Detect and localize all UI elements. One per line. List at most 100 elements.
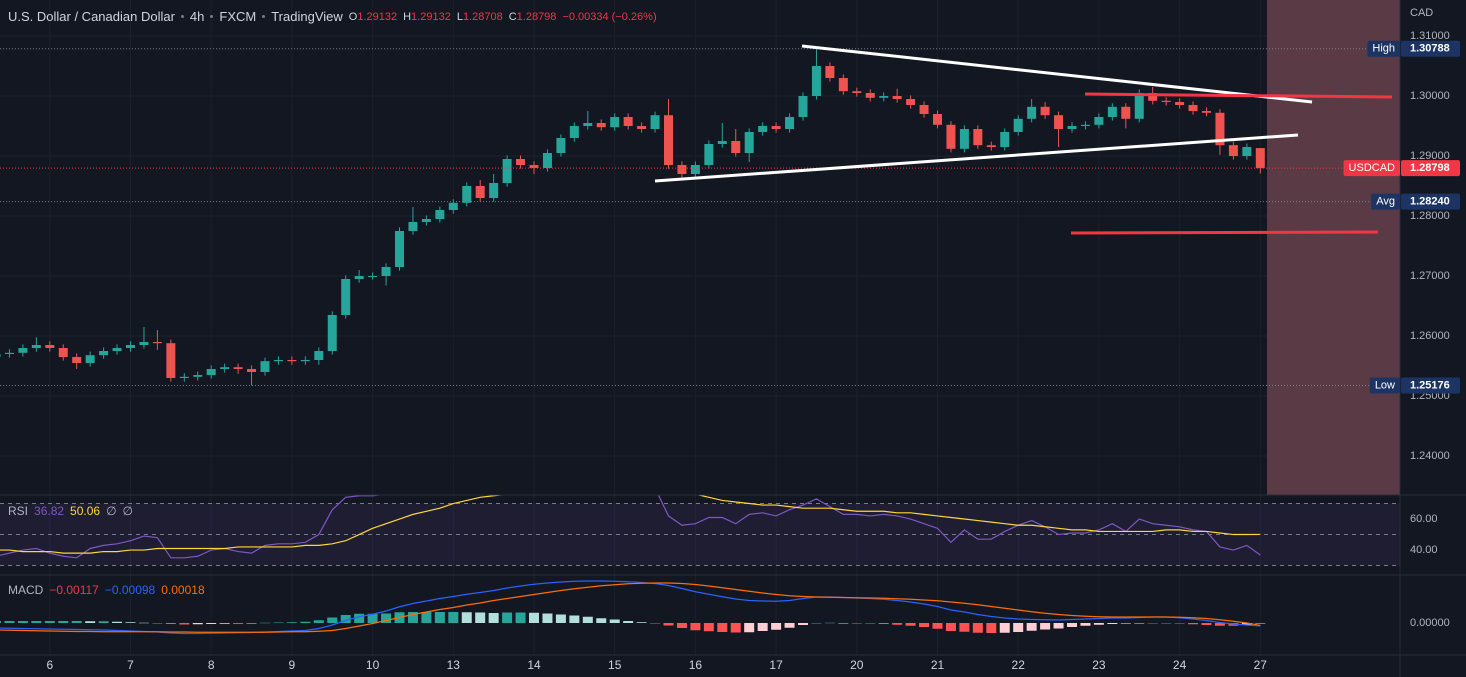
candle-body bbox=[193, 375, 203, 377]
macd-histogram-bar bbox=[300, 621, 311, 623]
ohlc-value: 1.29132 bbox=[357, 10, 398, 23]
price-tag bbox=[1401, 160, 1460, 177]
macd-histogram-bar bbox=[623, 621, 634, 623]
macd-tick-label: 0.00000 bbox=[1410, 617, 1450, 629]
candle-body bbox=[381, 267, 391, 276]
macd-histogram-bar bbox=[44, 621, 55, 623]
candle-body bbox=[421, 219, 431, 222]
price-tag-value: 1.30788 bbox=[1410, 43, 1450, 55]
macd-histogram-bar bbox=[555, 614, 566, 623]
candle-body bbox=[906, 99, 916, 105]
candle-body bbox=[623, 117, 633, 126]
macd-histogram-bar bbox=[703, 623, 714, 632]
price-tag-name: USDCAD bbox=[1349, 162, 1396, 174]
macd-histogram-bar bbox=[152, 623, 163, 624]
macd-histogram-bar bbox=[125, 622, 136, 623]
candle-body bbox=[1188, 105, 1198, 111]
x-tick-label: 14 bbox=[527, 658, 541, 672]
candle-body bbox=[475, 186, 485, 198]
candle-body bbox=[677, 165, 687, 174]
macd-histogram-bar bbox=[1214, 623, 1225, 626]
price-tag-name-box bbox=[1367, 40, 1400, 57]
candle-body bbox=[556, 138, 566, 153]
candle-body bbox=[1255, 148, 1265, 169]
macd-histogram-bar bbox=[273, 622, 284, 623]
macd-histogram-bar bbox=[986, 623, 997, 633]
separator bbox=[262, 15, 266, 18]
candle-body bbox=[879, 96, 889, 98]
candle-body bbox=[45, 345, 55, 348]
interval: 4h bbox=[189, 9, 205, 24]
macd-histogram-bar bbox=[448, 612, 459, 623]
candle-body bbox=[18, 348, 28, 353]
candle-body bbox=[516, 159, 526, 165]
candle-body bbox=[58, 348, 68, 357]
candle-body bbox=[758, 126, 768, 132]
ohlc-value: 1.28798 bbox=[516, 10, 557, 23]
price-tag bbox=[1401, 40, 1460, 57]
candle-body bbox=[327, 315, 337, 351]
candle-body bbox=[569, 126, 579, 138]
candle-body bbox=[1013, 118, 1023, 132]
macd-histogram-bar bbox=[878, 623, 889, 624]
macd-histogram-bar bbox=[354, 613, 365, 623]
pane-legend: 36.82 bbox=[34, 504, 64, 518]
candle-body bbox=[1215, 112, 1225, 146]
candle-body bbox=[986, 145, 996, 147]
indicator-line bbox=[0, 495, 1261, 554]
candle-body bbox=[0, 354, 1, 357]
pane-legend: −0.00117 bbox=[49, 583, 99, 597]
candle-body bbox=[892, 96, 902, 99]
candle-body bbox=[865, 93, 875, 98]
candle-body bbox=[946, 124, 956, 149]
macd-histogram-bar bbox=[1107, 623, 1118, 624]
macd-histogram-bar bbox=[286, 622, 297, 623]
ohlc-key: H bbox=[403, 10, 412, 23]
candle-body bbox=[731, 141, 741, 153]
candle-body bbox=[785, 117, 795, 129]
macd-histogram-bar bbox=[730, 623, 741, 633]
shaded-zone bbox=[1267, 0, 1400, 495]
macd-histogram-bar bbox=[233, 623, 244, 624]
candle-body bbox=[838, 78, 848, 92]
candle-body bbox=[287, 360, 297, 362]
candle-body bbox=[1148, 93, 1158, 101]
macd-histogram-bar bbox=[569, 615, 580, 623]
x-tick-label: 8 bbox=[208, 658, 215, 672]
x-tick-label: 15 bbox=[608, 658, 622, 672]
x-tick-label: 16 bbox=[689, 658, 703, 672]
candle-body bbox=[1000, 132, 1010, 147]
macd-histogram-bar bbox=[31, 621, 42, 623]
macd-histogram-bar bbox=[502, 612, 513, 623]
macd-histogram-bar bbox=[407, 612, 418, 623]
macd-histogram-bar bbox=[58, 621, 69, 623]
price-tag-value: 1.25176 bbox=[1410, 379, 1450, 391]
candle-body bbox=[31, 345, 41, 348]
macd-histogram-bar bbox=[1174, 623, 1185, 624]
ohlc-key: L bbox=[456, 10, 463, 23]
macd-histogram-bar bbox=[609, 619, 620, 623]
macd-histogram-bar bbox=[367, 613, 378, 623]
macd-histogram-bar bbox=[488, 613, 499, 623]
x-tick-label: 21 bbox=[931, 658, 945, 672]
marks bbox=[0, 48, 1400, 635]
candle-body bbox=[637, 126, 647, 129]
candle-body bbox=[1161, 100, 1171, 102]
candle-body bbox=[448, 202, 458, 210]
candle-body bbox=[959, 129, 969, 149]
candle-body bbox=[973, 129, 983, 146]
candle-body bbox=[395, 231, 404, 267]
price-tag bbox=[1401, 377, 1460, 394]
price-tag-name: Avg bbox=[1376, 196, 1395, 208]
macd-histogram-bar bbox=[744, 623, 755, 633]
trend-line bbox=[654, 133, 1299, 183]
separator bbox=[180, 15, 184, 18]
separator bbox=[210, 15, 214, 18]
currency: CAD bbox=[1410, 7, 1433, 19]
macd-histogram-bar bbox=[1067, 623, 1077, 627]
candle-body bbox=[798, 96, 808, 117]
candle-body bbox=[502, 159, 512, 183]
rsi-tick-label: 40.00 bbox=[1410, 544, 1438, 556]
candle-body bbox=[852, 91, 862, 93]
